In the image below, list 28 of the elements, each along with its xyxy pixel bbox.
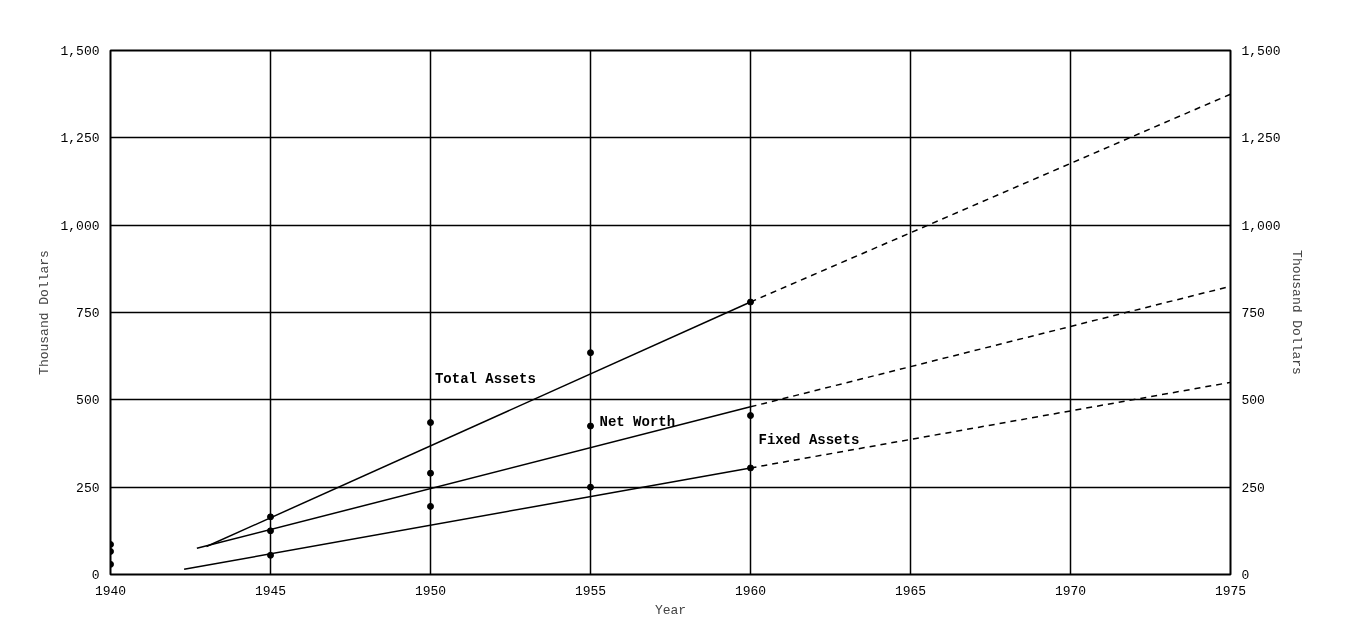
y2-tick-label: 250 (1241, 480, 1265, 496)
x-tick-label: 1960 (734, 583, 767, 599)
y-tick-label: 750 (76, 306, 100, 321)
x-axis-title: Year (654, 602, 687, 618)
y-tick-label: 1,000 (60, 218, 100, 234)
series-label: Total Assets (434, 370, 536, 387)
y-tick-label: 250 (76, 480, 100, 496)
series-label: Fixed Assets (758, 431, 860, 448)
y2-tick-label: 750 (1241, 306, 1265, 321)
x-tick-label: 1965 (894, 583, 927, 599)
y2-tick-label: 500 (1241, 393, 1265, 409)
y-tick-label: 500 (76, 393, 100, 409)
y2-tick-label: 1,250 (1241, 131, 1281, 147)
y2-tick-label: 1,500 (1241, 44, 1281, 59)
x-tick-label: 1955 (574, 583, 607, 599)
y2-tick-label: 0 (1241, 568, 1250, 583)
series-label: Net Worth (599, 414, 676, 431)
x-tick-label: 1950 (414, 583, 447, 599)
y-axis-title: Thousand Dollars (37, 250, 53, 375)
y2-tick-label: 1,000 (1241, 218, 1281, 234)
y-tick-label: 0 (91, 568, 100, 583)
y-tick-label: 1,500 (60, 44, 100, 59)
x-tick-label: 1975 (1214, 583, 1247, 599)
y-tick-label: 1,250 (60, 131, 100, 147)
x-tick-label: 1970 (1054, 583, 1087, 599)
x-tick-label: 1945 (254, 583, 287, 599)
x-tick-label: 1940 (94, 583, 127, 599)
y2-axis-title: Thousand Dollars (1288, 250, 1304, 375)
